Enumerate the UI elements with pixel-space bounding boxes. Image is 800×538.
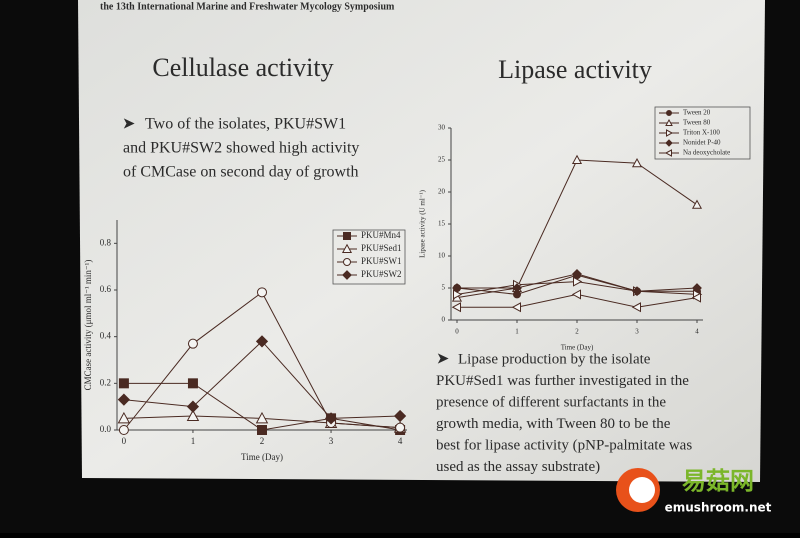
marker xyxy=(257,425,267,435)
y-tick-label: 0.2 xyxy=(100,377,111,387)
bullet-text: growth media, with Tween 80 to be the xyxy=(436,416,671,432)
marker xyxy=(452,283,462,293)
y-tick-label: 5 xyxy=(442,284,446,292)
bullet-text: PKU#Sed1 was further investigated in the xyxy=(436,373,689,389)
bullet-mark: ➤ xyxy=(436,351,449,368)
bullet-mark: ➤ xyxy=(122,116,135,133)
y-tick-label: 0.6 xyxy=(100,284,112,294)
x-tick-label: 4 xyxy=(695,328,699,336)
legend-box xyxy=(654,106,751,160)
marker xyxy=(255,335,269,348)
legend-label: Tween 80 xyxy=(683,119,711,127)
x-axis-label: Time (Day) xyxy=(561,344,594,352)
header: the 13th International Marine and Freshw… xyxy=(100,1,395,12)
logo xyxy=(629,477,655,503)
y-tick-label: 15 xyxy=(438,220,446,228)
brand: 易菇网 xyxy=(682,467,754,495)
x-tick-label: 1 xyxy=(191,436,196,446)
marker xyxy=(512,283,522,293)
marker xyxy=(257,287,267,298)
x-tick-label: 3 xyxy=(635,328,639,336)
legend-label: PKU#SW2 xyxy=(361,269,402,279)
legend-label: PKU#Sed1 xyxy=(361,243,402,253)
marker xyxy=(511,302,521,313)
y-tick-label: 0.4 xyxy=(100,331,112,341)
bullet-text: Lipase production by the isolate xyxy=(458,351,651,367)
marker xyxy=(343,232,351,240)
slide-title: Lipase activity xyxy=(498,55,652,84)
marker xyxy=(666,110,672,116)
bullet-text: best for lipase activity (pNP-palmitate … xyxy=(436,437,692,453)
x-tick-label: 2 xyxy=(575,328,579,336)
url: emushroom.net xyxy=(665,501,772,515)
bullet-text: of CMCase on second day of growth xyxy=(123,164,359,181)
marker xyxy=(255,411,269,424)
x-tick-label: 2 xyxy=(260,436,265,446)
marker xyxy=(632,286,642,297)
marker xyxy=(324,412,338,425)
y-axis-label: Lipase activity (U ml⁻¹) xyxy=(419,189,427,257)
y-axis-label: CMCase activity (μmol ml⁻¹ min⁻¹) xyxy=(83,260,93,391)
legend-label: PKU#SW1 xyxy=(361,256,402,266)
marker xyxy=(571,154,583,164)
x-tick-label: 0 xyxy=(455,328,459,336)
y-tick-label: 25 xyxy=(438,156,446,164)
bullet-text: Two of the isolates, PKU#SW1 xyxy=(145,116,346,133)
marker xyxy=(343,258,351,266)
marker xyxy=(187,378,198,389)
y-tick-label: 30 xyxy=(438,124,446,132)
legend-label: Nonidet P-40 xyxy=(683,139,721,147)
marker xyxy=(186,409,200,421)
y-tick-label: 20 xyxy=(438,188,446,196)
x-tick-label: 4 xyxy=(398,436,403,446)
legend-label: PKU#Mn4 xyxy=(361,230,401,240)
marker xyxy=(573,276,583,287)
marker xyxy=(395,422,406,433)
y-tick-label: 0.0 xyxy=(100,424,112,434)
marker xyxy=(117,411,131,424)
legend-label: Triton X-100 xyxy=(683,129,720,137)
watermark: 易菇网 emushroom.net xyxy=(616,467,772,515)
marker xyxy=(341,243,353,253)
marker xyxy=(118,425,129,435)
legend-label: Tween 20 xyxy=(683,109,711,117)
chart: 0.0 0.2 0.4 0.6 0.8 0 1 2 3 4 Time (Day) CMCase act… xyxy=(83,220,407,462)
y-tick-label: 0 xyxy=(442,316,446,324)
bullet-text: presence of different surfactants in the xyxy=(436,394,666,410)
legend-box xyxy=(332,229,406,285)
marker xyxy=(187,338,198,349)
y-tick-label: 0.8 xyxy=(100,237,112,247)
marker xyxy=(665,139,673,147)
y-tick-label: 10 xyxy=(438,252,446,260)
bullet-text: used as the assay substrate) xyxy=(436,459,600,475)
marker xyxy=(631,302,641,313)
x-tick-label: 1 xyxy=(515,328,519,336)
marker xyxy=(118,378,129,389)
chart: 0 5 10 15 20 25 30 0 1 2 3 4 Time (Day) Lipase activi… xyxy=(419,106,751,352)
marker xyxy=(666,129,674,137)
marker xyxy=(186,400,200,413)
marker xyxy=(393,409,407,423)
bullet-text: and PKU#SW2 showed high activity xyxy=(123,140,359,157)
marker xyxy=(451,302,461,313)
marker xyxy=(692,283,702,293)
slide-title: Cellulase activity xyxy=(152,53,333,82)
x-tick-label: 0 xyxy=(122,436,127,446)
marker xyxy=(342,270,352,280)
x-axis-label: Time (Day) xyxy=(241,452,283,462)
marker xyxy=(631,157,643,168)
marker xyxy=(665,118,673,126)
slide xyxy=(78,0,765,482)
marker xyxy=(571,289,581,300)
x-tick-label: 3 xyxy=(329,436,334,446)
marker xyxy=(117,393,131,406)
marker xyxy=(572,269,582,279)
marker xyxy=(664,149,672,157)
marker xyxy=(691,292,701,303)
marker xyxy=(691,199,703,209)
legend-label: Na deoxycholate xyxy=(683,149,730,157)
